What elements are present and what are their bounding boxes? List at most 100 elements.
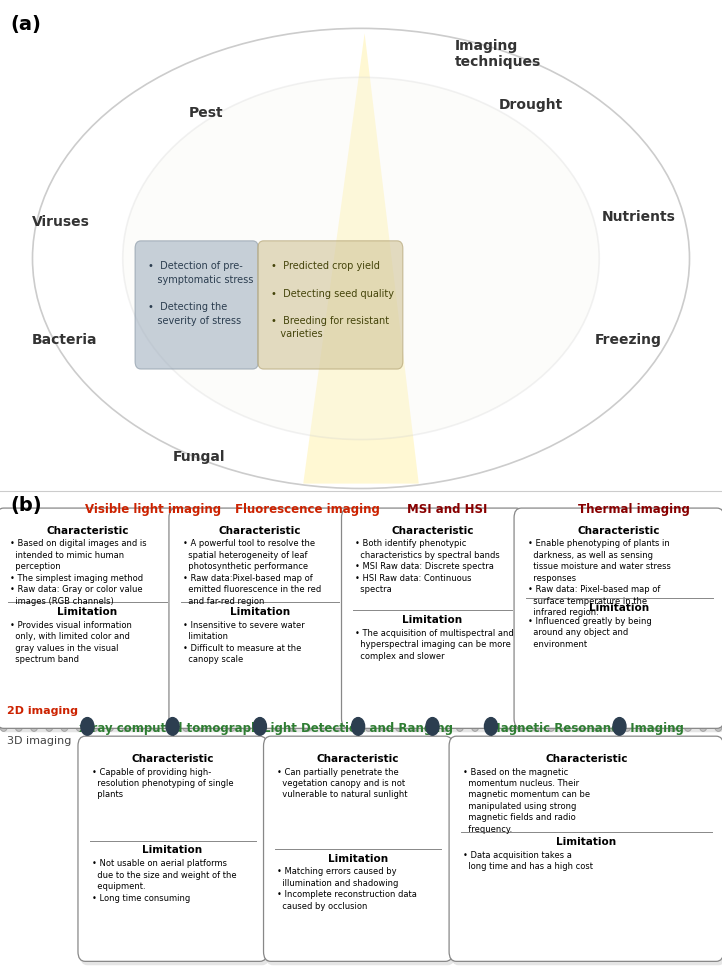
- Circle shape: [411, 722, 418, 732]
- Text: • Based on digital images and is
  intended to mimic human
  perception
• The si: • Based on digital images and is intende…: [10, 539, 147, 605]
- FancyBboxPatch shape: [135, 242, 258, 370]
- Text: Imaging
techniques: Imaging techniques: [455, 39, 541, 69]
- Text: • Enable phenotyping of plants in
  darkness, as well as sensing
  tissue moistu: • Enable phenotyping of plants in darkne…: [528, 539, 671, 616]
- FancyBboxPatch shape: [258, 242, 403, 370]
- FancyBboxPatch shape: [449, 736, 722, 961]
- Circle shape: [213, 722, 220, 732]
- FancyBboxPatch shape: [516, 512, 722, 733]
- Circle shape: [304, 722, 311, 732]
- Circle shape: [61, 722, 68, 732]
- Text: x-ray computed tomography: x-ray computed tomography: [79, 722, 266, 734]
- Circle shape: [562, 722, 570, 732]
- FancyBboxPatch shape: [80, 740, 269, 965]
- FancyBboxPatch shape: [514, 509, 722, 729]
- Circle shape: [168, 722, 175, 732]
- Circle shape: [0, 722, 7, 732]
- Circle shape: [715, 722, 722, 732]
- Text: • Influenced greatly by being
  around any object and
  environment: • Influenced greatly by being around any…: [528, 616, 651, 648]
- FancyBboxPatch shape: [169, 509, 351, 729]
- Text: Limitation: Limitation: [57, 606, 118, 616]
- Text: Drought: Drought: [499, 98, 562, 111]
- Circle shape: [30, 722, 38, 732]
- Text: (a): (a): [11, 15, 42, 33]
- Circle shape: [274, 722, 281, 732]
- Text: Light Detection and Ranging: Light Detection and Ranging: [263, 722, 453, 734]
- Text: • Can partially penetrate the
  vegetation canopy and is not
  vulnerable to nat: • Can partially penetrate the vegetation…: [277, 767, 408, 799]
- Text: Nutrients: Nutrients: [602, 210, 676, 224]
- Circle shape: [45, 722, 53, 732]
- Circle shape: [613, 718, 626, 735]
- Circle shape: [380, 722, 388, 732]
- FancyBboxPatch shape: [342, 509, 523, 729]
- Circle shape: [396, 722, 403, 732]
- Text: • A powerful tool to resolve the
  spatial heterogeneity of leaf
  photosyntheti: • A powerful tool to resolve the spatial…: [183, 539, 321, 605]
- FancyBboxPatch shape: [0, 512, 180, 733]
- Circle shape: [532, 722, 539, 732]
- Circle shape: [471, 722, 479, 732]
- Circle shape: [426, 722, 433, 732]
- Text: Limitation: Limitation: [556, 836, 617, 846]
- Ellipse shape: [123, 78, 599, 440]
- Text: • Insensitive to severe water
  limitation
• Difficult to measure at the
  canop: • Insensitive to severe water limitation…: [183, 620, 305, 663]
- Circle shape: [484, 718, 497, 735]
- Circle shape: [654, 722, 661, 732]
- Text: Fluorescence imaging: Fluorescence imaging: [235, 502, 380, 515]
- Text: Characteristic: Characteristic: [391, 525, 474, 535]
- Text: • The acquisition of multispectral and
  hyperspectral imaging can be more
  com: • The acquisition of multispectral and h…: [355, 628, 514, 660]
- Circle shape: [106, 722, 113, 732]
- Text: • Capable of providing high-
  resolution phenotyping of single
  plants: • Capable of providing high- resolution …: [92, 767, 233, 799]
- Circle shape: [243, 722, 251, 732]
- Text: •  Predicted crop yield

•  Detecting seed quality

•  Breeding for resistant
  : • Predicted crop yield • Detecting seed …: [271, 261, 393, 339]
- Text: Pest: Pest: [188, 106, 223, 119]
- Circle shape: [547, 722, 554, 732]
- Text: • Data acquisition takes a
  long time and has a high cost: • Data acquisition takes a long time and…: [463, 850, 593, 870]
- Circle shape: [319, 722, 326, 732]
- Text: Magnetic Resonance Imaging: Magnetic Resonance Imaging: [489, 722, 684, 734]
- Circle shape: [81, 718, 94, 735]
- Circle shape: [183, 722, 190, 732]
- Circle shape: [289, 722, 296, 732]
- Circle shape: [15, 722, 22, 732]
- Text: Viruses: Viruses: [32, 215, 90, 229]
- Text: • Provides visual information
  only, with limited color and
  gray values in th: • Provides visual information only, with…: [10, 620, 132, 663]
- Circle shape: [258, 722, 266, 732]
- Text: Bacteria: Bacteria: [32, 333, 97, 346]
- Text: 2D imaging: 2D imaging: [7, 705, 78, 715]
- Text: Characteristic: Characteristic: [317, 753, 399, 763]
- Circle shape: [700, 722, 707, 732]
- Text: Characteristic: Characteristic: [545, 753, 627, 763]
- Text: (b): (b): [11, 496, 43, 514]
- Text: Thermal imaging: Thermal imaging: [578, 502, 690, 515]
- Circle shape: [502, 722, 509, 732]
- Circle shape: [152, 722, 160, 732]
- Circle shape: [352, 718, 365, 735]
- Text: 3D imaging: 3D imaging: [7, 735, 71, 745]
- Circle shape: [228, 722, 235, 732]
- FancyBboxPatch shape: [0, 509, 178, 729]
- Circle shape: [166, 718, 179, 735]
- Circle shape: [669, 722, 677, 732]
- Circle shape: [334, 722, 342, 732]
- FancyBboxPatch shape: [264, 736, 453, 961]
- Circle shape: [684, 722, 692, 732]
- Text: Characteristic: Characteristic: [219, 525, 301, 535]
- Polygon shape: [303, 34, 419, 484]
- Text: Limitation: Limitation: [402, 614, 463, 625]
- Text: • Matching errors caused by
  illumination and shadowing
• Incomplete reconstruc: • Matching errors caused by illumination…: [277, 867, 417, 910]
- Text: Limitation: Limitation: [328, 853, 388, 863]
- Circle shape: [137, 722, 144, 732]
- Text: •  Detection of pre-
   symptomatic stress

•  Detecting the
   severity of stre: • Detection of pre- symptomatic stress •…: [148, 261, 253, 326]
- Circle shape: [639, 722, 646, 732]
- Text: Freezing: Freezing: [595, 333, 661, 346]
- Circle shape: [487, 722, 494, 732]
- FancyBboxPatch shape: [266, 740, 455, 965]
- Circle shape: [578, 722, 585, 732]
- Circle shape: [253, 718, 266, 735]
- Circle shape: [349, 722, 357, 732]
- Circle shape: [365, 722, 373, 732]
- Text: Visible light imaging: Visible light imaging: [85, 502, 222, 515]
- Text: • Based on the magnetic
  momentum nucleus. Their
  magnetic momentum can be
  m: • Based on the magnetic momentum nucleus…: [463, 767, 590, 833]
- FancyBboxPatch shape: [78, 736, 267, 961]
- Circle shape: [76, 722, 83, 732]
- Circle shape: [593, 722, 600, 732]
